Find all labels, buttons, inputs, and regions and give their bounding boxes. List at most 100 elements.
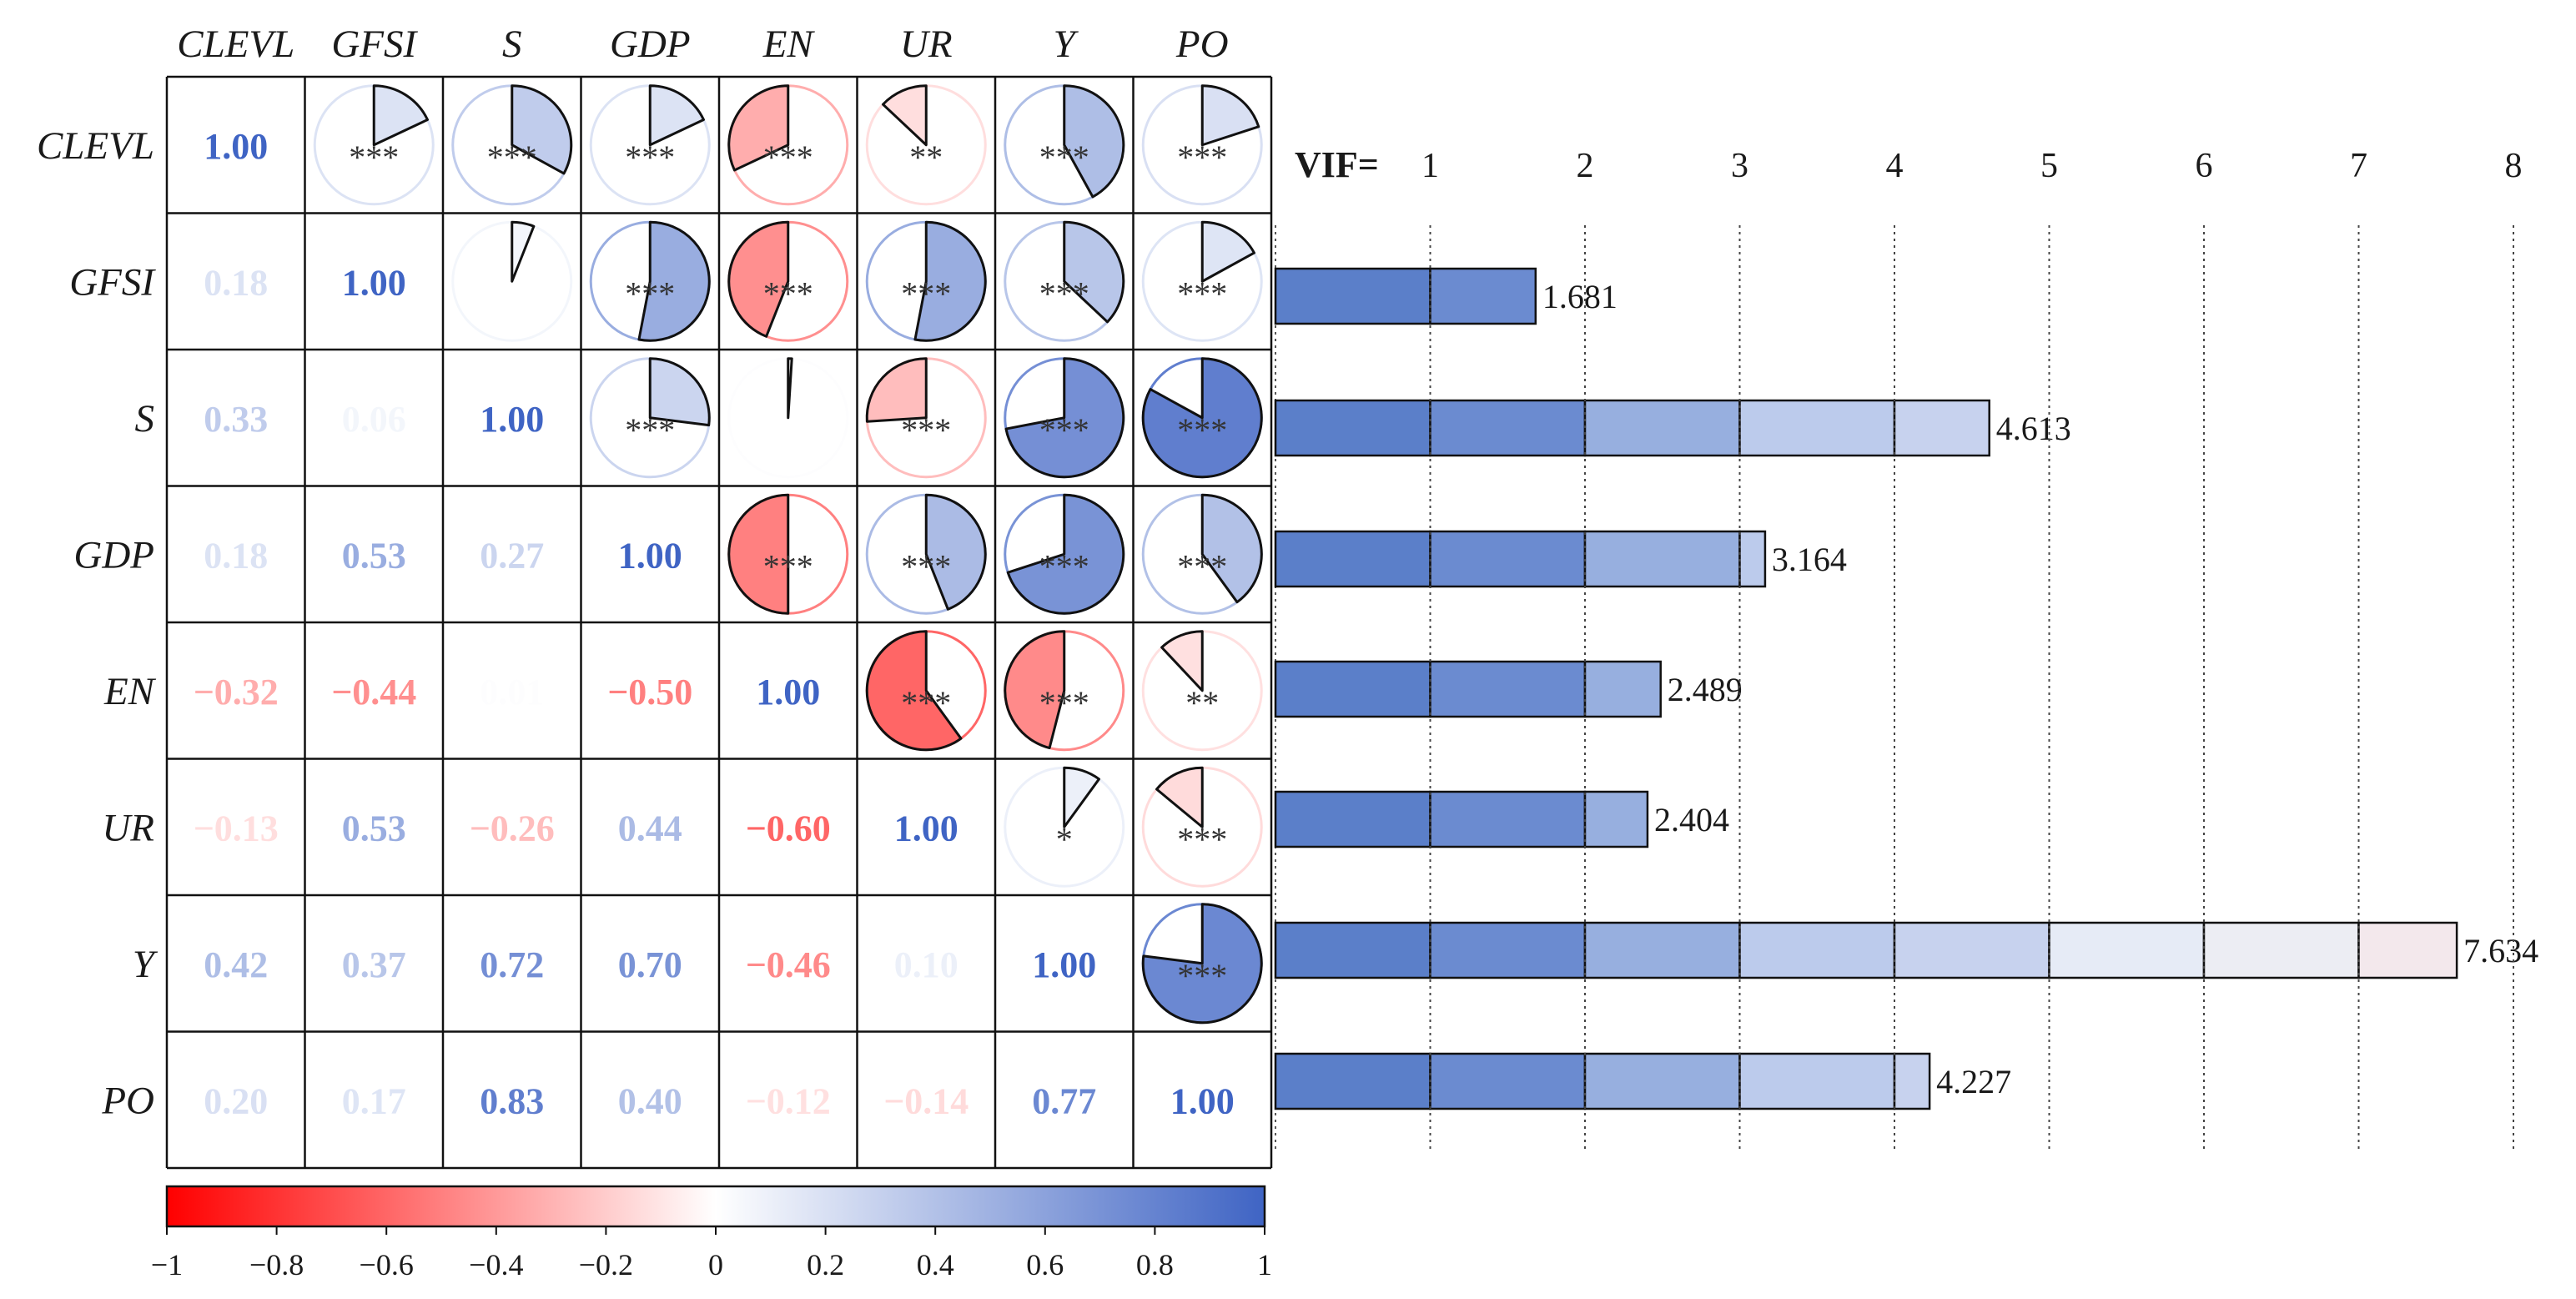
vif-value-label: 4.613 — [1996, 410, 2071, 447]
vif-bar-segment — [2048, 921, 2206, 979]
significance-stars: *** — [763, 138, 813, 176]
vif-bar-segment — [1429, 921, 1587, 979]
corr-value: −0.14 — [883, 1080, 969, 1121]
colorbar-tick-label: −1 — [151, 1248, 183, 1281]
row-label-gfsi: GFSI — [69, 260, 156, 304]
significance-stars: *** — [1177, 957, 1227, 994]
row-label-s: S — [135, 397, 155, 441]
pie-wedge — [1141, 903, 1263, 1025]
significance-stars: *** — [1039, 138, 1089, 176]
significance-stars: *** — [1039, 411, 1089, 449]
significance-stars: *** — [901, 684, 951, 722]
pie-wedge — [1063, 766, 1100, 828]
vif-bar-segment — [1583, 1052, 1741, 1110]
corr-value: 0.70 — [618, 944, 682, 985]
row-label-clevl: CLEVL — [37, 124, 154, 168]
pie-wedge — [727, 220, 790, 338]
pie-wedge — [1160, 630, 1204, 692]
corr-value: 1.00 — [756, 672, 820, 712]
vif-value-label: 1.681 — [1542, 278, 1618, 315]
pie-wedge — [1006, 493, 1125, 615]
vif-bar-segment — [1583, 790, 1649, 848]
significance-stars: *** — [763, 547, 813, 585]
significance-stars: ** — [1185, 684, 1219, 722]
vif-tick-label: 2 — [1577, 147, 1594, 185]
corr-value: 0.20 — [204, 1080, 268, 1121]
corr-value: 0.72 — [480, 944, 544, 985]
correlation-matrix: CLEVL GFSI S GDP EN UR Y PO CLEVL GFSI S GDP EN UR Y PO… — [37, 23, 1273, 1170]
column-label-en: EN — [762, 23, 816, 66]
row-label-en: EN — [103, 670, 157, 713]
significance-stars: *** — [763, 274, 813, 312]
corr-value: 1.00 — [1170, 1080, 1235, 1121]
vif-bar-segment — [1274, 660, 1431, 718]
vif-bar-segment — [1583, 399, 1741, 457]
significance-stars: *** — [625, 274, 675, 312]
colorbar-tick-label: 0 — [708, 1248, 723, 1281]
vif-bar-segment — [2357, 921, 2458, 979]
colorbar-tick-label: 0.6 — [1026, 1248, 1064, 1281]
significance-stars: *** — [487, 138, 537, 176]
pie-wedge — [865, 357, 928, 423]
column-label-s: S — [502, 23, 522, 66]
colorbar: −1 −0.8 −0.6 −0.4 −0.2 0 0.2 0.4 0.6 0.8 1 — [151, 1185, 1272, 1281]
row-label-po: PO — [101, 1079, 154, 1122]
pie-wedge — [648, 84, 705, 147]
column-label-ur: UR — [900, 23, 953, 66]
corr-value: −0.50 — [607, 672, 692, 712]
corr-value: 0.27 — [480, 535, 544, 576]
pie-wedge — [865, 630, 963, 752]
pie-wedge — [1155, 766, 1204, 828]
pie-wedge — [881, 84, 928, 147]
vif-bar-segment — [1893, 1052, 1931, 1110]
corr-value: 0.01 — [480, 672, 544, 712]
vif-bar-segment — [1274, 530, 1431, 588]
corr-value: 0.18 — [204, 535, 268, 576]
significance-stars: * — [1056, 820, 1073, 858]
corr-value: −0.12 — [746, 1080, 831, 1121]
vif-bar-segment — [1738, 530, 1767, 588]
vif-tick-label: 3 — [1731, 147, 1748, 185]
pie-wedge — [787, 357, 793, 420]
corr-value: −0.26 — [470, 808, 555, 848]
corr-value: 1.00 — [618, 535, 682, 576]
column-label-gfsi: GFSI — [331, 23, 418, 66]
corr-value: 0.53 — [342, 535, 406, 576]
vif-tick-label: 5 — [2040, 147, 2058, 185]
corr-value: 0.10 — [894, 944, 958, 985]
significance-stars: *** — [901, 274, 951, 312]
significance-stars: *** — [901, 411, 951, 449]
vif-bar-segment — [2202, 921, 2360, 979]
vif-tick-label: 7 — [2350, 147, 2367, 185]
corr-value: −0.60 — [746, 808, 831, 848]
vif-bar-segment — [1274, 921, 1431, 979]
pie-wedge — [727, 493, 790, 615]
vif-value-label: 3.164 — [1772, 541, 1847, 578]
corr-value: 0.17 — [342, 1080, 406, 1121]
pie-wedge — [1004, 357, 1125, 479]
vif-bar-segment — [1583, 530, 1741, 588]
colorbar-tick-label: 0.2 — [807, 1248, 844, 1281]
corr-value: 0.53 — [342, 808, 406, 848]
pie-wedge — [511, 84, 573, 175]
significance-stars: *** — [901, 547, 951, 585]
pie-wedge — [511, 220, 536, 283]
vif-bar-segment — [1274, 1052, 1431, 1110]
pie-wedge — [727, 84, 790, 172]
vif-value-label: 2.489 — [1668, 671, 1743, 708]
vif-bar-segment — [1583, 660, 1662, 718]
significance-stars: *** — [349, 138, 399, 176]
vif-label: VIF= — [1295, 144, 1379, 185]
vif-value-label: 4.227 — [1936, 1063, 2011, 1100]
vif-bar-segment — [1274, 267, 1431, 325]
colorbar-tick-label: −0.8 — [249, 1248, 304, 1281]
corr-value: 1.00 — [342, 262, 406, 303]
vif-bar-segment — [1738, 1052, 1896, 1110]
pie-wedge — [372, 84, 429, 147]
vif-bar-chart: VIF= 1 2 3 4 5 6 7 8 1.681 4.613 3.164 2.489 2.404 7.6… — [1274, 144, 2538, 1153]
column-label-po: PO — [1175, 23, 1229, 66]
corr-value: −0.46 — [746, 944, 831, 985]
vif-bar-segment — [1893, 399, 1990, 457]
colorbar-tick-label: 1 — [1257, 1248, 1272, 1281]
corr-value: 0.83 — [480, 1080, 544, 1121]
